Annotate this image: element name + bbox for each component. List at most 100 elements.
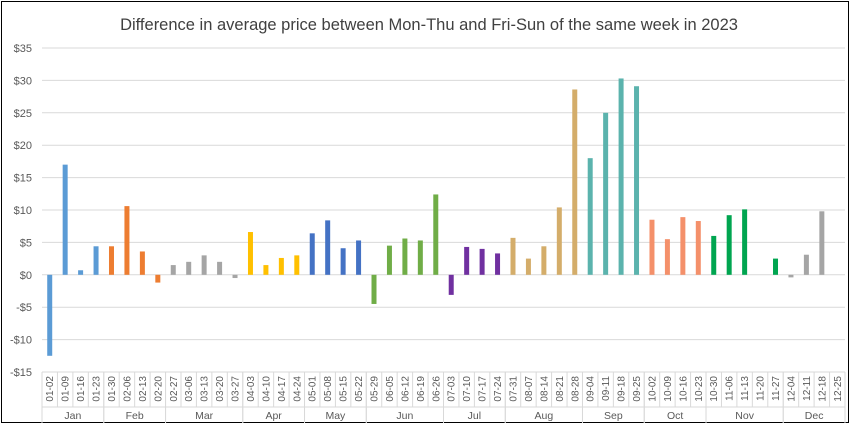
x-tick-label: 04-03 — [246, 376, 257, 402]
x-axis: 01-02 01-09 01-16 01-23 01-30 02-06 02-13 02-20… — [41, 371, 846, 423]
x-tick-label: 12-04 — [786, 376, 797, 402]
x-tick-label: 04-10 — [261, 376, 272, 402]
month-label: Feb — [126, 410, 144, 422]
x-tick-label: 06-19 — [416, 376, 427, 402]
chart-title: Difference in average price between Mon-… — [120, 16, 738, 34]
bar — [217, 261, 223, 275]
x-tick-label: 09-11 — [601, 376, 612, 401]
x-tick-label: 09-18 — [617, 376, 628, 402]
x-tick-label: 10-09 — [663, 376, 674, 402]
x-tick-label: 05-15 — [339, 376, 350, 402]
bar — [803, 254, 809, 275]
y-tick-label: $15 — [14, 173, 32, 185]
bar — [680, 217, 686, 275]
bar — [510, 237, 516, 275]
y-tick-label: -$10 — [10, 335, 32, 347]
chart-frame: Difference in average price between Mon-… — [1, 1, 849, 423]
x-tick-label: 05-29 — [370, 376, 381, 402]
x-tick-label: 03-27 — [231, 376, 242, 402]
y-tick-label: $35 — [14, 43, 32, 55]
bar — [232, 274, 238, 279]
y-tick-label: $30 — [14, 75, 32, 87]
bar — [124, 206, 130, 275]
bars — [47, 78, 825, 356]
bar — [371, 274, 377, 304]
x-tick-label: 11-27 — [771, 376, 782, 401]
x-tick-label: 01-30 — [107, 376, 118, 402]
bar — [356, 240, 362, 275]
bar — [263, 265, 269, 275]
x-tick-label: 06-26 — [431, 376, 442, 402]
bar — [773, 258, 779, 275]
x-tick-label: 05-01 — [308, 376, 319, 402]
bar — [62, 164, 68, 275]
bar — [93, 246, 99, 275]
bar — [479, 248, 485, 275]
x-tick-label: 10-30 — [709, 376, 720, 402]
bar — [294, 255, 300, 275]
x-tick-label: 04-24 — [292, 376, 303, 402]
x-tick-label: 07-10 — [462, 376, 473, 402]
x-tick-label: 01-23 — [92, 376, 103, 402]
x-tick-label: 02-20 — [153, 376, 164, 402]
x-tick-label: 08-28 — [570, 376, 581, 402]
y-tick-label: -$15 — [10, 367, 32, 379]
x-tick-label: 03-13 — [200, 376, 211, 402]
x-tick-label: 02-27 — [169, 376, 180, 402]
y-tick-label: $5 — [20, 237, 32, 249]
bar — [618, 78, 624, 275]
bar — [448, 274, 454, 295]
x-tick-label: 04-17 — [277, 376, 288, 402]
bar — [541, 246, 547, 275]
bar — [155, 274, 161, 283]
bar — [340, 248, 346, 275]
x-tick-label: 10-16 — [678, 376, 689, 402]
bar — [664, 239, 670, 275]
month-label: Apr — [265, 410, 282, 422]
bar — [139, 251, 145, 275]
bar — [247, 232, 253, 275]
bar — [742, 209, 748, 275]
month-label: Aug — [535, 410, 554, 422]
x-tick-label: 10-23 — [694, 376, 705, 402]
bar — [587, 158, 593, 275]
month-label: Jul — [468, 410, 481, 422]
bar — [402, 238, 408, 275]
bar — [649, 219, 655, 275]
x-tick-label: 03-06 — [184, 376, 195, 402]
x-tick-label: 09-04 — [586, 376, 597, 402]
bar — [47, 274, 53, 356]
bar — [525, 258, 531, 275]
bar — [634, 86, 640, 275]
x-tick-label: 08-07 — [524, 376, 535, 402]
x-tick-label: 12-18 — [817, 376, 828, 402]
x-tick-label: 05-22 — [354, 376, 365, 402]
bar — [556, 207, 562, 275]
x-tick-label: 07-24 — [493, 376, 504, 402]
y-tick-label: -$5 — [16, 302, 32, 314]
x-tick-label: 01-09 — [61, 376, 72, 402]
bar — [170, 265, 176, 275]
y-tick-label: $25 — [14, 108, 32, 120]
x-tick-label: 09-25 — [632, 376, 643, 402]
y-axis-ticks: $35 $30 $25 $20 $15 $10 $5 $0 -$5 -$10 -$15 — [10, 43, 32, 379]
x-tick-label: 11-20 — [756, 376, 767, 401]
gridlines — [42, 47, 845, 373]
month-label: Nov — [735, 410, 754, 422]
month-label: May — [325, 410, 346, 422]
bar — [572, 89, 578, 275]
bar — [695, 221, 701, 275]
x-tick-label: 12-25 — [833, 376, 844, 402]
bar — [433, 194, 439, 275]
bar — [278, 257, 284, 275]
month-label: Oct — [667, 410, 683, 422]
bar — [819, 211, 825, 275]
bar — [603, 112, 609, 275]
x-tick-label: 01-02 — [45, 376, 56, 402]
x-tick-label: 10-02 — [647, 376, 658, 402]
x-tick-label: 01-16 — [76, 376, 87, 402]
bar — [186, 261, 192, 275]
bar — [78, 270, 84, 275]
bar — [201, 255, 207, 275]
